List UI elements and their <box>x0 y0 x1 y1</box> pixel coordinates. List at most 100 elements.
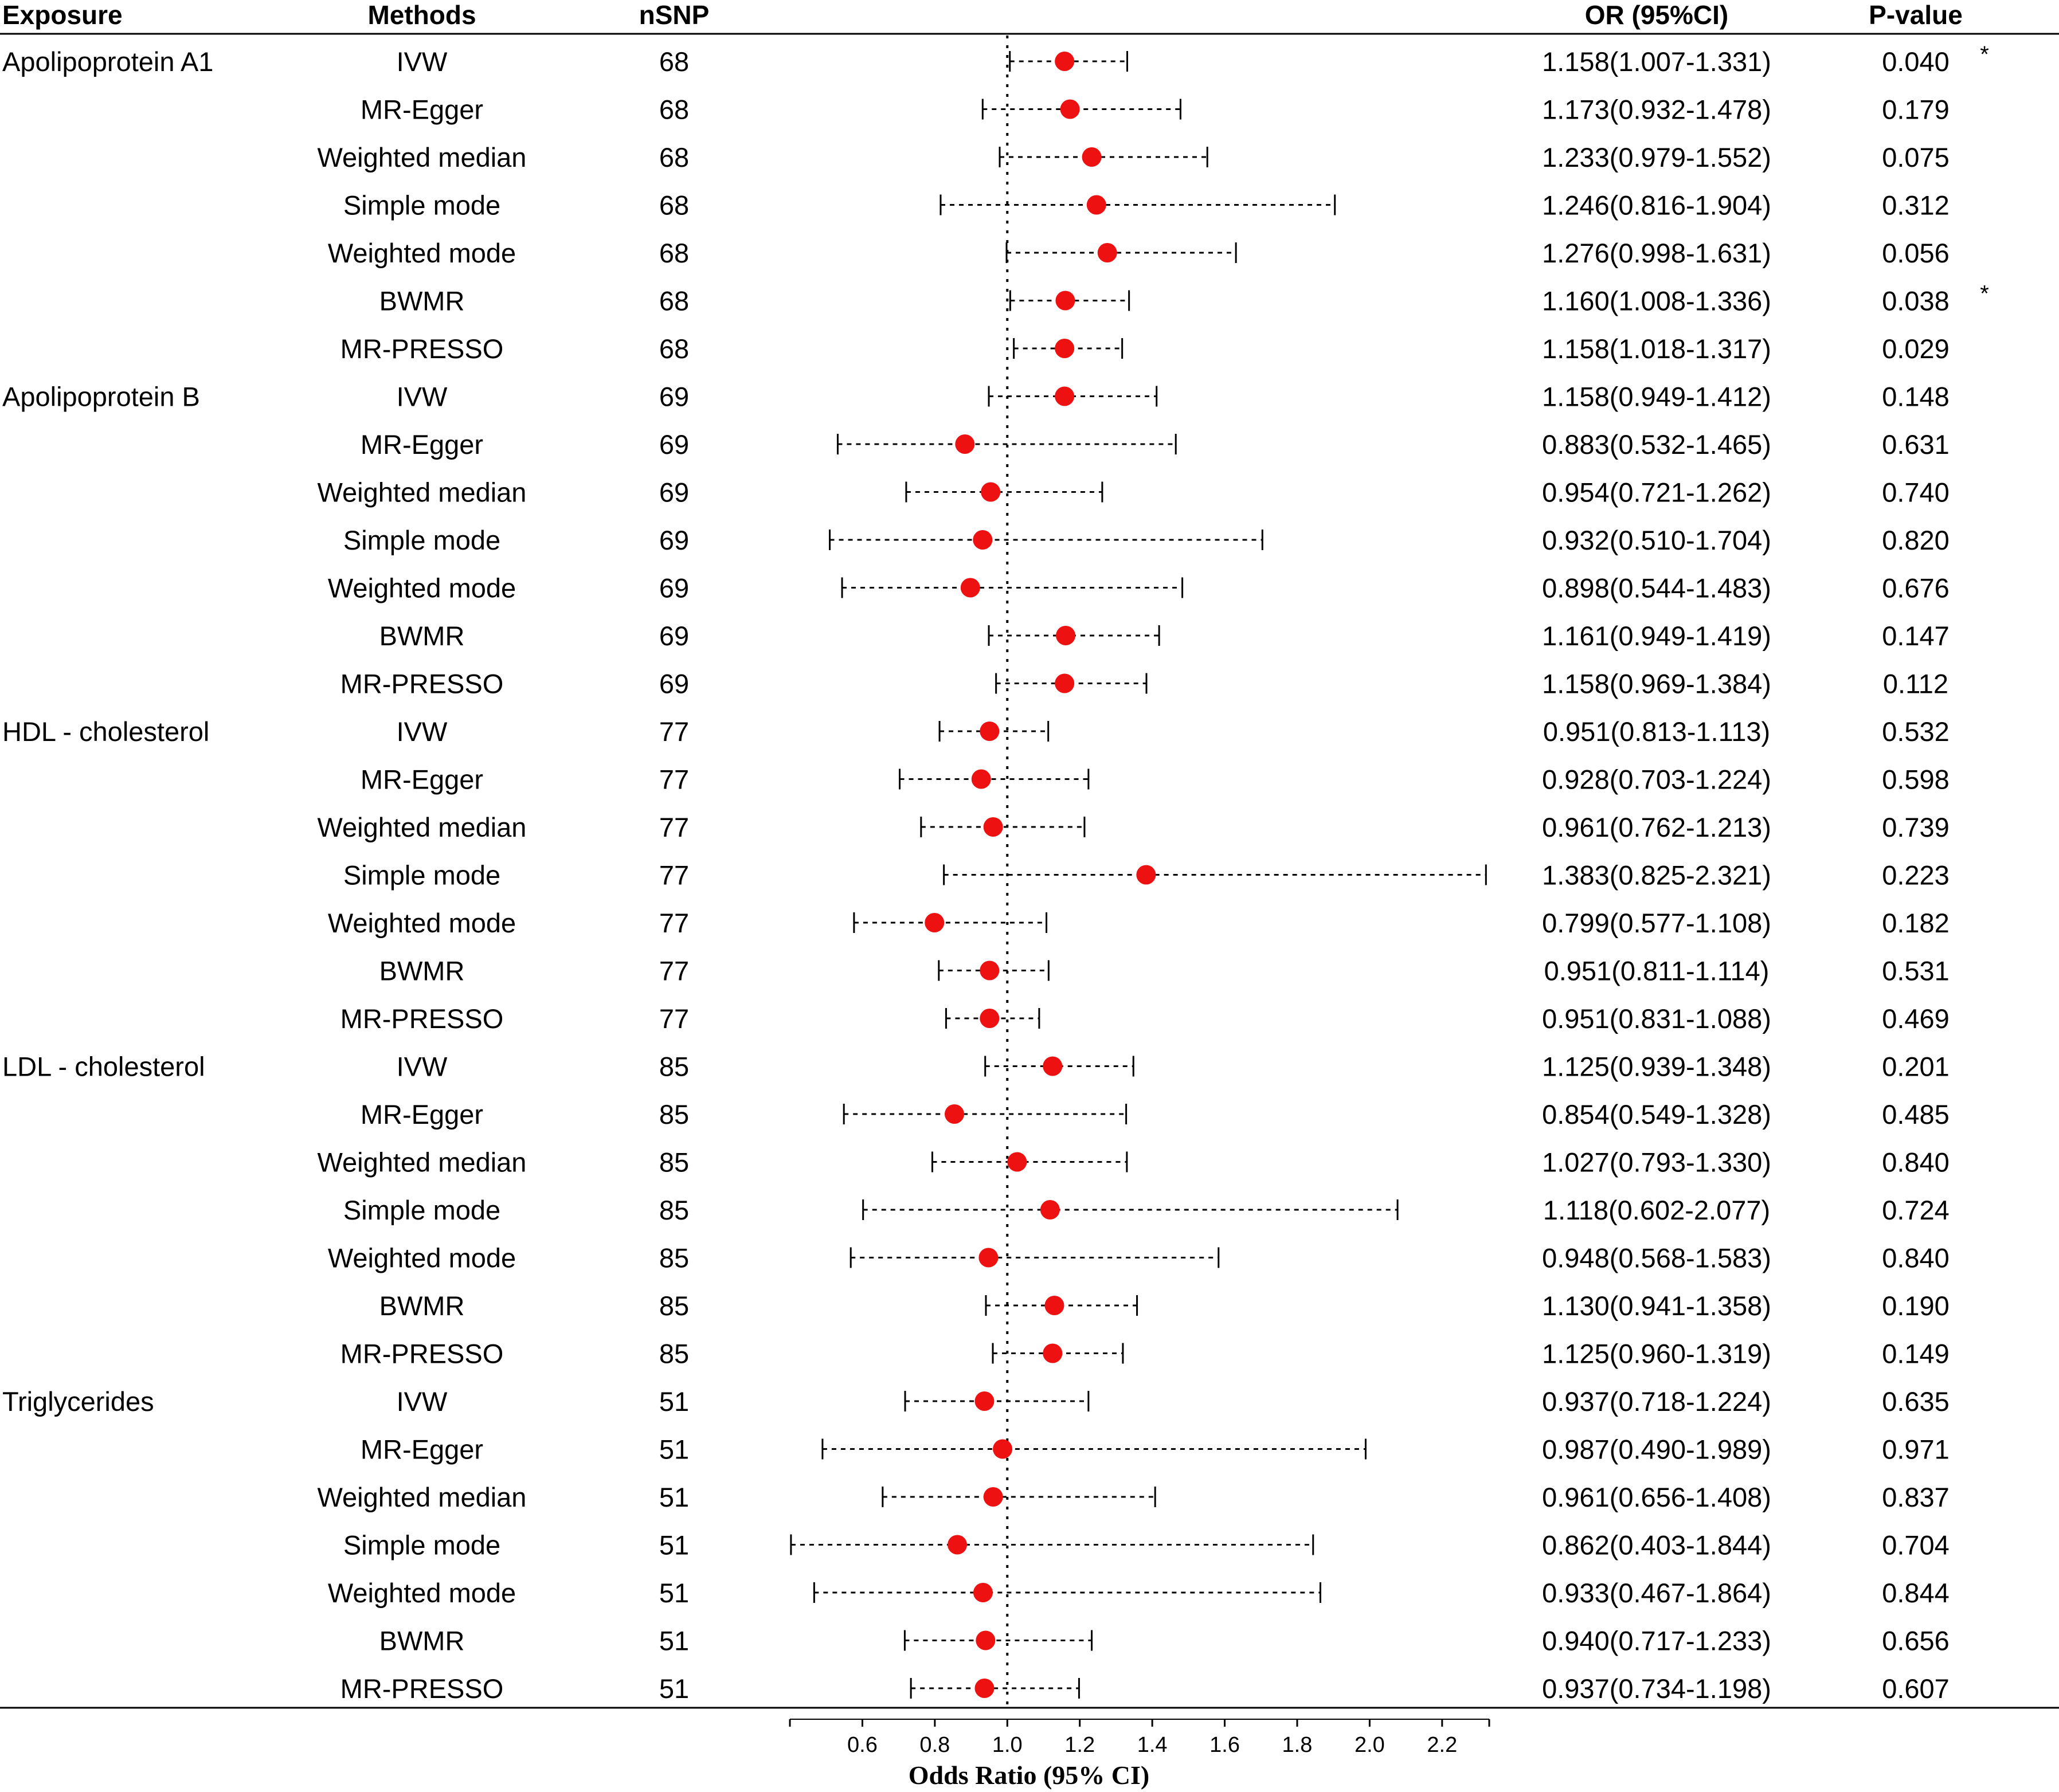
p-value: 0.147 <box>1882 621 1950 651</box>
nsnp-value: 51 <box>659 1482 689 1512</box>
method-label: IVW <box>397 382 448 412</box>
nsnp-value: 69 <box>659 669 689 699</box>
method-label: IVW <box>397 1386 448 1417</box>
x-axis-tick-label: 1.2 <box>1064 1733 1095 1757</box>
table-row: MR-PRESSO 69 1.158(0.969-1.384) 0.112 <box>340 669 1948 699</box>
or-point <box>993 1439 1013 1459</box>
table-row: Weighted mode 51 0.933(0.467-1.864) 0.844 <box>328 1578 1950 1608</box>
or-point <box>1060 99 1080 119</box>
method-label: Weighted mode <box>328 238 516 268</box>
table-row: MR-Egger 77 0.928(0.703-1.224) 0.598 <box>361 764 1950 795</box>
or-ci-value: 0.961(0.762-1.213) <box>1542 812 1771 842</box>
p-value: 0.676 <box>1882 573 1950 603</box>
or-ci-value: 1.130(0.941-1.358) <box>1542 1291 1771 1321</box>
or-point <box>960 578 980 598</box>
p-value: 0.724 <box>1882 1195 1950 1225</box>
or-ci-value: 1.160(1.008-1.336) <box>1542 286 1771 316</box>
or-point <box>1082 147 1102 167</box>
nsnp-value: 85 <box>659 1052 689 1082</box>
or-ci-value: 0.951(0.831-1.088) <box>1542 1003 1771 1034</box>
header-or-ci: OR (95%CI) <box>1585 0 1728 30</box>
nsnp-value: 77 <box>659 764 689 795</box>
or-point <box>1044 1296 1064 1315</box>
or-ci-value: 1.125(0.939-1.348) <box>1542 1052 1771 1082</box>
significance-star: * <box>1980 281 1989 307</box>
or-point <box>983 1487 1003 1507</box>
header-exposure: Exposure <box>2 0 123 30</box>
nsnp-value: 85 <box>659 1099 689 1130</box>
nsnp-value: 68 <box>659 46 689 77</box>
nsnp-value: 77 <box>659 1003 689 1034</box>
p-value: 0.607 <box>1882 1673 1950 1704</box>
or-point <box>944 1104 964 1124</box>
or-ci-value: 0.932(0.510-1.704) <box>1542 525 1771 555</box>
table-row: MR-PRESSO 51 0.937(0.734-1.198) 0.607 <box>340 1673 1950 1704</box>
method-label: Weighted median <box>318 477 527 508</box>
method-label: Simple mode <box>343 190 500 221</box>
or-ci-value: 1.125(0.960-1.319) <box>1542 1339 1771 1369</box>
nsnp-value: 51 <box>659 1434 689 1465</box>
method-label: Simple mode <box>343 860 500 891</box>
or-point <box>976 1630 996 1650</box>
or-point <box>1136 865 1156 885</box>
or-ci-value: 0.854(0.549-1.328) <box>1542 1099 1771 1130</box>
table-row: Weighted median 77 0.961(0.762-1.213) 0.739 <box>318 812 1950 842</box>
p-value: 0.531 <box>1882 956 1950 986</box>
method-label: MR-PRESSO <box>340 1003 504 1034</box>
or-point <box>980 1009 1000 1028</box>
or-point <box>948 1535 968 1555</box>
or-ci-value: 0.951(0.813-1.113) <box>1543 716 1770 747</box>
x-axis-tick-label: 1.8 <box>1282 1733 1313 1757</box>
p-value: 0.656 <box>1882 1626 1950 1656</box>
or-point <box>974 1679 995 1698</box>
method-label: Weighted mode <box>328 573 516 603</box>
or-ci-value: 0.933(0.467-1.864) <box>1542 1578 1771 1608</box>
method-label: Simple mode <box>343 1195 500 1225</box>
x-axis-tick-label: 2.0 <box>1355 1733 1385 1757</box>
nsnp-value: 69 <box>659 573 689 603</box>
method-label: Weighted mode <box>328 908 516 938</box>
or-ci-value: 0.987(0.490-1.989) <box>1542 1434 1771 1465</box>
or-point <box>1086 195 1106 215</box>
nsnp-value: 68 <box>659 190 689 221</box>
table-row: BWMR 69 1.161(0.949-1.419) 0.147 <box>379 621 1950 651</box>
table-row: Apolipoprotein A1 IVW 68 1.158(1.007-1.331)… <box>2 42 1989 77</box>
table-row: MR-PRESSO 77 0.951(0.831-1.088) 0.469 <box>340 1003 1950 1034</box>
method-label: BWMR <box>379 1291 465 1321</box>
or-ci-value: 1.158(1.018-1.317) <box>1542 334 1771 364</box>
nsnp-value: 85 <box>659 1195 689 1225</box>
table-row: Simple mode 85 1.118(0.602-2.077) 0.724 <box>343 1195 1950 1225</box>
exposure-label: Apolipoprotein A1 <box>2 46 213 77</box>
or-ci-value: 0.951(0.811-1.114) <box>1544 956 1770 986</box>
method-label: Simple mode <box>343 525 500 555</box>
table-row: BWMR 68 1.160(1.008-1.336) 0.038 * <box>379 281 1989 316</box>
table-row: Weighted median 85 1.027(0.793-1.330) 0.840 <box>318 1147 1950 1178</box>
nsnp-value: 68 <box>659 286 689 316</box>
table-row: Weighted median 69 0.954(0.721-1.262) 0.740 <box>318 477 1950 508</box>
p-value: 0.201 <box>1882 1052 1950 1082</box>
or-ci-value: 1.118(0.602-2.077) <box>1543 1195 1770 1225</box>
p-value: 0.148 <box>1882 382 1950 412</box>
method-label: MR-Egger <box>361 1434 483 1465</box>
or-ci-value: 1.246(0.816-1.904) <box>1542 190 1771 221</box>
nsnp-value: 77 <box>659 716 689 747</box>
p-value: 0.469 <box>1882 1003 1950 1034</box>
nsnp-value: 69 <box>659 525 689 555</box>
table-row: BWMR 85 1.130(0.941-1.358) 0.190 <box>379 1291 1950 1321</box>
nsnp-value: 77 <box>659 812 689 842</box>
x-axis-label: Odds Ratio (95% CI) <box>909 1760 1149 1790</box>
nsnp-value: 68 <box>659 95 689 125</box>
table-row: MR-Egger 69 0.883(0.532-1.465) 0.631 <box>361 429 1950 460</box>
nsnp-value: 69 <box>659 429 689 460</box>
table-row: LDL - cholesterol IVW 85 1.125(0.939-1.348)… <box>2 1052 1950 1082</box>
or-point <box>1055 339 1075 358</box>
method-label: Weighted median <box>318 1482 527 1512</box>
or-point <box>1043 1056 1063 1076</box>
p-value: 0.038 <box>1882 286 1950 316</box>
table-row: Apolipoprotein B IVW 69 1.158(0.949-1.412) 0… <box>2 382 1950 412</box>
or-point <box>925 913 945 932</box>
x-axis-tick-label: 0.8 <box>919 1733 950 1757</box>
method-label: BWMR <box>379 956 465 986</box>
exposure-label: Triglycerides <box>2 1386 154 1417</box>
